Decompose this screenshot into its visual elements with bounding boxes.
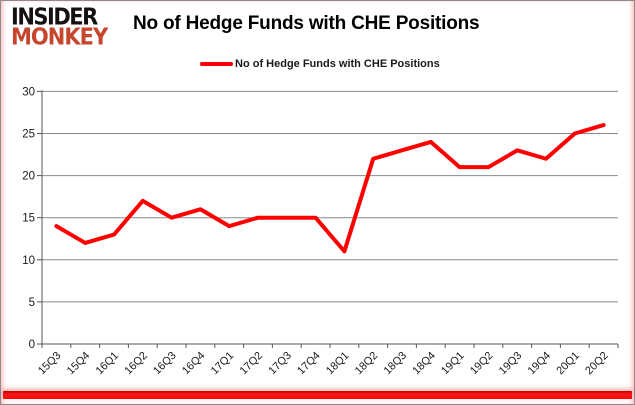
- x-axis-label: 19Q2: [468, 350, 496, 378]
- x-axis-label: 17Q1: [209, 350, 237, 378]
- x-axis-label: 16Q3: [151, 350, 179, 378]
- x-axis-label: 18Q4: [410, 350, 438, 378]
- x-axis-label: 18Q3: [382, 350, 410, 378]
- x-axis-label: 15Q4: [65, 350, 93, 378]
- chart-legend: No of Hedge Funds with CHE Positions: [200, 58, 440, 70]
- x-axis-label: 16Q1: [94, 350, 122, 378]
- x-axis-label: 18Q1: [324, 350, 352, 378]
- y-axis-label: 25: [22, 129, 35, 141]
- logo-text-monkey: MONKEY: [11, 23, 108, 50]
- y-axis-label: 0: [29, 339, 35, 351]
- x-axis-label: 17Q2: [238, 350, 266, 378]
- y-axis-label: 5: [29, 297, 35, 309]
- x-axis-label: 19Q1: [439, 350, 467, 378]
- page-title: No of Hedge Funds with CHE Positions: [133, 13, 480, 34]
- x-axis-label: 17Q3: [266, 350, 294, 378]
- y-axis-label: 10: [22, 255, 35, 267]
- x-axis-label: 16Q4: [180, 350, 208, 378]
- x-axis-label: 20Q2: [583, 350, 611, 378]
- legend-label: No of Hedge Funds with CHE Positions: [235, 58, 440, 70]
- bottom-accent-bar: [3, 391, 632, 399]
- x-axis-label: 19Q3: [497, 350, 525, 378]
- x-axis-label: 16Q2: [122, 350, 150, 378]
- y-axis-label: 30: [22, 86, 35, 98]
- che-positions-line: [54, 123, 606, 254]
- x-axis-label: 18Q2: [353, 350, 381, 378]
- x-axis-label: 20Q1: [554, 350, 582, 378]
- x-axis-label: 17Q4: [295, 350, 323, 378]
- legend-line-swatch: [200, 62, 233, 66]
- x-axis-label: 15Q3: [36, 350, 64, 378]
- y-axis-label: 20: [22, 171, 35, 183]
- x-axis-label: 19Q4: [526, 350, 554, 378]
- logo-text-insider: INSIDER: [11, 3, 98, 30]
- y-axis-label: 15: [22, 213, 35, 225]
- insider-monkey-logo: INSIDER MONKEY: [11, 3, 108, 50]
